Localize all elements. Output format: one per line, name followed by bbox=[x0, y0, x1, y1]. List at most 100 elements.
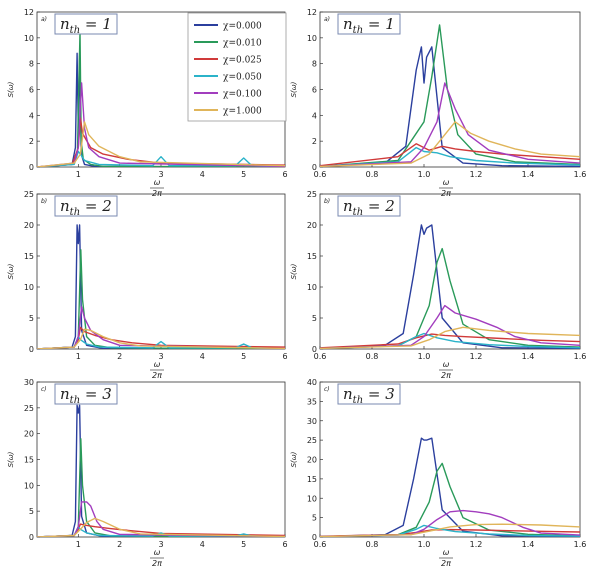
y-tick-label: 0 bbox=[29, 163, 34, 172]
nth-badge-text: nth = 2 bbox=[60, 197, 112, 218]
nth-symbol: n bbox=[343, 197, 353, 215]
y-tick-label: 8 bbox=[29, 60, 34, 69]
x-tick-label: 1.6 bbox=[574, 540, 587, 549]
x-tick-label: 0.8 bbox=[366, 170, 379, 179]
x-tick-label: 1.2 bbox=[470, 170, 483, 179]
y-tick-label: 10 bbox=[307, 34, 317, 43]
nth-value: = 1 bbox=[80, 15, 112, 33]
nth-value: = 2 bbox=[363, 197, 395, 215]
series-group bbox=[37, 224, 285, 349]
x-tick-label: 3 bbox=[158, 170, 163, 179]
y-tick-label: 5 bbox=[29, 507, 34, 516]
panel-4: 1 2 3 4 5 6 0 5 10 15 20 25 30 c) nth = 3 S(ω) ω 2π bbox=[7, 378, 288, 568]
legend-label-3: χ=0.050 bbox=[223, 73, 262, 83]
y-tick-label: 20 bbox=[307, 221, 317, 230]
y-tick-label: 20 bbox=[24, 430, 34, 439]
legend-label-1: χ=0.010 bbox=[223, 39, 262, 49]
y-tick-label: 0 bbox=[29, 345, 34, 354]
x-tick-label: 0.6 bbox=[314, 170, 327, 179]
y-tick-label: 20 bbox=[307, 456, 317, 465]
y-tick-label: 10 bbox=[307, 494, 317, 503]
series-line-4 bbox=[37, 501, 285, 537]
y-tick-label: 30 bbox=[307, 417, 317, 426]
y-axis-label: S(ω) bbox=[290, 263, 298, 279]
nth-value: = 3 bbox=[80, 385, 112, 403]
y-tick-label: 10 bbox=[24, 283, 34, 292]
nth-badge-text: nth = 2 bbox=[343, 197, 395, 218]
x-axis-label-denominator: 2π bbox=[152, 371, 162, 380]
series-line-1 bbox=[37, 438, 285, 537]
x-tick-label: 6 bbox=[282, 170, 287, 179]
y-tick-label: 12 bbox=[307, 8, 317, 17]
x-tick-label: 1.2 bbox=[470, 352, 483, 361]
x-tick-label: 1 bbox=[76, 352, 81, 361]
series-line-2 bbox=[320, 143, 580, 167]
panel-2: 1 2 3 4 5 6 0 5 10 15 20 25 b) nth = 2 S(ω) ω 2π bbox=[7, 190, 288, 380]
x-tick-label: 0.6 bbox=[314, 540, 327, 549]
panel-1: 0.6 0.8 1.0 1.2 1.4 1.6 0 2 4 6 8 10 12 a) nth = 1 S(ω)… bbox=[290, 8, 586, 198]
series-line-3 bbox=[320, 524, 580, 537]
nth-badge-text: nth = 3 bbox=[343, 385, 395, 406]
y-tick-label: 0 bbox=[29, 533, 34, 542]
nth-badge bbox=[54, 13, 118, 35]
x-axis-label-numerator: ω bbox=[154, 178, 161, 187]
series-line-1 bbox=[37, 249, 285, 349]
nth-badge-text: nth = 3 bbox=[60, 385, 112, 406]
nth-symbol: n bbox=[60, 15, 70, 33]
y-tick-label: 5 bbox=[312, 314, 317, 323]
panel-3: 0.6 0.8 1.0 1.2 1.4 1.6 0 5 10 15 20 25 b) nth = 2 S(ω… bbox=[290, 190, 586, 380]
series-line-1 bbox=[320, 462, 580, 537]
y-tick-label: 10 bbox=[24, 481, 34, 490]
panel-letter: b) bbox=[41, 198, 47, 205]
series-line-4 bbox=[320, 82, 580, 167]
y-tick-label: 6 bbox=[29, 86, 34, 95]
y-axis-label: S(ω) bbox=[290, 451, 298, 467]
x-tick-label: 6 bbox=[282, 352, 287, 361]
x-tick-label: 1.0 bbox=[418, 540, 431, 549]
x-tick-label: 3 bbox=[158, 540, 163, 549]
series-line-4 bbox=[37, 82, 285, 167]
series-line-3 bbox=[320, 146, 580, 167]
y-tick-label: 12 bbox=[24, 8, 34, 17]
nth-badge-text: nth = 1 bbox=[343, 15, 395, 36]
x-tick-label: 6 bbox=[282, 540, 287, 549]
x-axis-label-numerator: ω bbox=[443, 360, 450, 369]
x-tick-label: 4 bbox=[200, 170, 205, 179]
legend-label-2: χ=0.025 bbox=[223, 56, 262, 66]
x-tick-label: 2 bbox=[117, 170, 122, 179]
y-tick-label: 4 bbox=[29, 111, 34, 120]
legend-label-5: χ=1.000 bbox=[223, 107, 262, 117]
y-tick-label: 40 bbox=[307, 378, 317, 387]
series-line-3 bbox=[320, 332, 580, 349]
nth-symbol: n bbox=[343, 15, 353, 33]
y-tick-label: 25 bbox=[24, 404, 34, 413]
x-tick-label: 4 bbox=[200, 352, 205, 361]
series-line-5 bbox=[37, 517, 285, 537]
x-tick-label: 1.0 bbox=[418, 352, 431, 361]
panel-letter: b) bbox=[324, 198, 330, 205]
y-tick-label: 5 bbox=[29, 314, 34, 323]
y-tick-label: 2 bbox=[312, 137, 317, 146]
series-line-0 bbox=[37, 404, 285, 537]
y-tick-label: 2 bbox=[29, 137, 34, 146]
series-line-0 bbox=[320, 224, 580, 349]
y-axis-label: S(ω) bbox=[290, 81, 298, 97]
x-axis-label-denominator: 2π bbox=[441, 559, 451, 568]
x-tick-label: 1 bbox=[76, 540, 81, 549]
y-tick-label: 25 bbox=[307, 190, 317, 199]
legend-label-4: χ=0.100 bbox=[223, 90, 262, 100]
x-tick-label: 4 bbox=[200, 540, 205, 549]
y-axis-label: S(ω) bbox=[7, 451, 15, 467]
nth-badge bbox=[337, 195, 401, 217]
x-tick-label: 0.8 bbox=[366, 540, 379, 549]
x-tick-label: 1.2 bbox=[470, 540, 483, 549]
legend-box bbox=[187, 12, 287, 122]
series-group bbox=[37, 404, 285, 537]
series-line-4 bbox=[320, 509, 580, 537]
y-tick-label: 6 bbox=[312, 86, 317, 95]
y-tick-label: 25 bbox=[24, 190, 34, 199]
x-tick-label: 0.8 bbox=[366, 352, 379, 361]
nth-value: = 3 bbox=[363, 385, 395, 403]
y-tick-label: 8 bbox=[312, 60, 317, 69]
